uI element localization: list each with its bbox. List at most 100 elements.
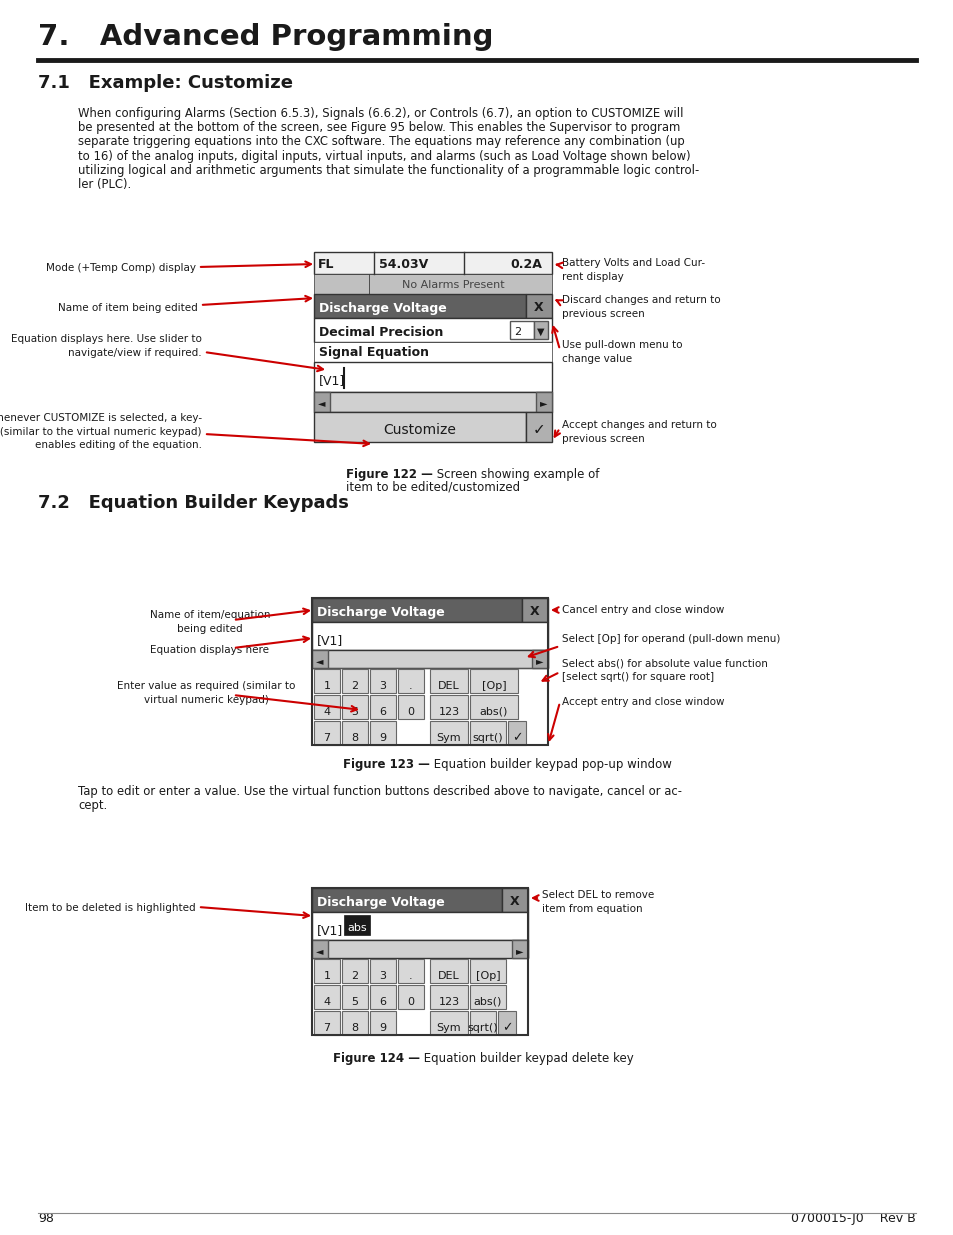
Bar [314,960,339,983]
Text: Sym: Sym [436,734,461,743]
Text: [V1]: [V1] [316,634,343,647]
Text: 9: 9 [379,734,386,743]
Bar [312,650,328,668]
Bar [314,362,552,391]
Bar [341,1011,368,1035]
Text: 0700015-J0    Rev B: 0700015-J0 Rev B [790,1212,915,1225]
Bar [397,960,423,983]
Bar [370,986,395,1009]
Text: be presented at the bottom of the screen, see Figure 95 below. This enables the : be presented at the bottom of the screen… [78,121,679,135]
Text: item to be edited/customized: item to be edited/customized [346,480,519,494]
Text: Figure 124 —: Figure 124 — [333,1052,419,1065]
Bar [341,960,368,983]
Text: Use pull-down menu to
change value: Use pull-down menu to change value [561,340,681,363]
Text: ler (PLC).: ler (PLC). [78,178,132,191]
Bar [370,721,395,745]
Bar [470,721,505,745]
Bar [314,294,525,317]
Text: 3: 3 [379,971,386,981]
Text: 54.03V: 54.03V [379,258,428,270]
Text: Equation builder keypad delete key: Equation builder keypad delete key [419,1052,633,1065]
Text: 2: 2 [351,971,358,981]
Text: ✓: ✓ [532,422,545,437]
Text: Mode (+Temp Comp) display: Mode (+Temp Comp) display [46,263,195,273]
Bar [397,669,423,693]
Text: 98: 98 [38,1212,53,1225]
Text: No Alarms Present: No Alarms Present [401,280,504,290]
Text: .: . [409,680,413,692]
Bar [312,598,547,745]
Text: 5: 5 [351,706,358,718]
Bar [370,695,395,719]
Bar [314,342,552,362]
Text: ◄: ◄ [315,946,323,956]
Bar [430,960,468,983]
Text: 9: 9 [379,1023,386,1032]
Bar [534,321,547,338]
Bar [312,911,527,940]
Bar [470,986,505,1009]
Text: Tap to edit or enter a value. Use the virtual function buttons described above t: Tap to edit or enter a value. Use the vi… [78,785,681,798]
Text: Name of item/equation
being edited: Name of item/equation being edited [150,610,270,634]
Bar [341,721,368,745]
Bar [314,252,552,274]
Text: abs(): abs() [474,997,501,1007]
Bar [370,1011,395,1035]
Bar [370,960,395,983]
Text: 7.1   Example: Customize: 7.1 Example: Customize [38,74,293,91]
Text: Accept changes and return to
previous screen: Accept changes and return to previous sc… [561,420,716,443]
Bar [314,669,339,693]
Bar [507,721,525,745]
Text: Equation displays here: Equation displays here [151,645,269,655]
Text: ✓: ✓ [501,1021,512,1034]
Text: Figure 122 —: Figure 122 — [346,468,433,480]
Text: DEL: DEL [437,680,459,692]
Bar [430,986,468,1009]
Text: Figure 123 —: Figure 123 — [343,758,430,771]
Bar [314,721,339,745]
Bar [397,986,423,1009]
Text: to 16) of the analog inputs, digital inputs, virtual inputs, and alarms (such as: to 16) of the analog inputs, digital inp… [78,149,690,163]
Text: 1: 1 [323,680,330,692]
Bar [314,391,330,412]
Text: Equation displays here. Use slider to
navigate/view if required.: Equation displays here. Use slider to na… [11,333,202,358]
Text: ►: ► [536,656,543,666]
Text: 7: 7 [323,734,331,743]
Text: [Op]: [Op] [481,680,506,692]
Bar [525,412,552,442]
Text: Customize: Customize [383,424,456,437]
Bar [521,598,547,622]
Text: DEL: DEL [437,971,459,981]
Text: Discharge Voltage: Discharge Voltage [318,303,446,315]
Text: cept.: cept. [78,799,107,811]
Bar [510,321,534,338]
Bar [470,1011,496,1035]
Bar [312,888,501,911]
Text: Whenever CUSTOMIZE is selected, a key-
pad (similar to the virtual numeric keypa: Whenever CUSTOMIZE is selected, a key- p… [0,412,202,451]
Text: When configuring Alarms (Section 6.5.3), Signals (6.6.2), or Controls (6.7), an : When configuring Alarms (Section 6.5.3),… [78,107,682,120]
Bar [312,598,521,622]
Text: utilizing logical and arithmetic arguments that simulate the functionality of a : utilizing logical and arithmetic argumen… [78,164,699,177]
Bar [312,622,547,650]
Bar [312,940,527,958]
Text: 6: 6 [379,706,386,718]
Text: Battery Volts and Load Cur-
rent display: Battery Volts and Load Cur- rent display [561,258,704,282]
Text: Accept entry and close window: Accept entry and close window [561,697,723,706]
Text: .: . [409,971,413,981]
Text: 5: 5 [351,997,358,1007]
Bar [532,650,547,668]
Text: ►: ► [516,946,523,956]
Bar [430,695,468,719]
Text: 6: 6 [379,997,386,1007]
Text: separate triggering equations into the CXC software. The equations may reference: separate triggering equations into the C… [78,136,684,148]
Bar [525,294,552,317]
Text: sqrt(): sqrt() [467,1023,497,1032]
Text: ◄: ◄ [318,398,325,408]
Text: Cancel entry and close window: Cancel entry and close window [561,605,723,615]
Bar [397,695,423,719]
Bar [512,940,527,958]
Bar [430,669,468,693]
Text: 2: 2 [351,680,358,692]
Bar [430,1011,468,1035]
Text: [Op]: [Op] [476,971,499,981]
